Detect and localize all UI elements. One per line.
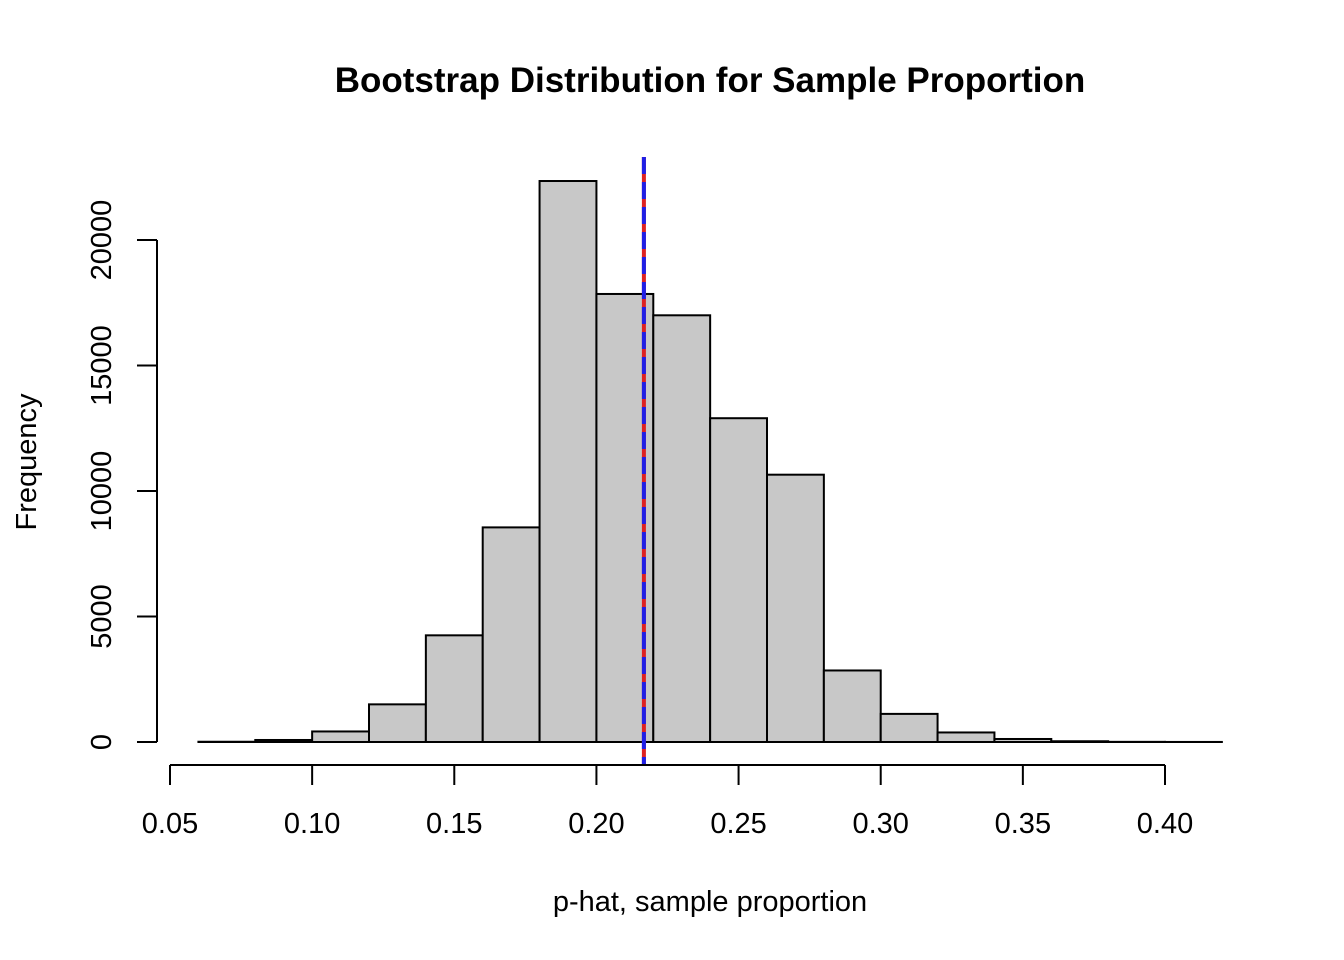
y-tick-label: 15000 [86, 325, 118, 406]
histogram-bar-8 [652, 314, 712, 743]
histogram-bar-4 [424, 634, 484, 744]
x-tick-label: 0.15 [426, 808, 482, 840]
y-tick-label: 10000 [86, 451, 118, 532]
histogram-bar-2 [311, 730, 371, 744]
y-tick-label: 20000 [86, 200, 118, 281]
histogram-bar-6 [538, 180, 598, 743]
x-axis-label: p-hat, sample proportion [553, 886, 867, 918]
x-tick-label: 0.25 [710, 808, 766, 840]
x-tick-label: 0.20 [568, 808, 624, 840]
histogram-bar-14 [993, 737, 1053, 743]
histogram-bar-15 [1050, 740, 1110, 743]
y-tick-label: 0 [86, 734, 118, 750]
histogram-bar-3 [368, 703, 427, 743]
histogram-bar-13 [936, 731, 996, 744]
x-tick-label: 0.35 [995, 808, 1051, 840]
x-tick-label: 0.10 [284, 808, 340, 840]
x-tick-label: 0.40 [1137, 808, 1193, 840]
histogram-bar-5 [481, 526, 541, 744]
histogram-bar-11 [822, 669, 882, 743]
histogram-bar-1 [254, 738, 314, 743]
y-axis: 0 5000 10000 15000 20000 [86, 200, 158, 750]
histogram-bar-9 [709, 417, 769, 743]
y-axis-label: Frequency [11, 393, 43, 531]
histogram-bar-10 [766, 473, 825, 743]
histogram-bar-12 [879, 712, 939, 744]
chart-title: Bootstrap Distribution for Sample Propor… [335, 61, 1086, 100]
y-tick-label: 5000 [86, 584, 118, 649]
x-tick-label: 0.05 [142, 808, 198, 840]
histogram-bars [197, 180, 1223, 744]
x-axis: 0.05 0.10 0.15 0.20 0.25 0.30 0.35 0.40 [142, 764, 1193, 840]
x-tick-label: 0.30 [852, 808, 908, 840]
